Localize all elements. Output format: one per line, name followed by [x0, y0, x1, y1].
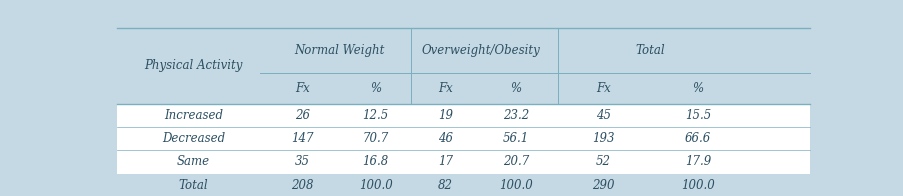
Text: 100.0: 100.0 [680, 179, 714, 192]
Text: Decreased: Decreased [162, 132, 225, 145]
Text: 26: 26 [294, 109, 310, 122]
Text: Total: Total [635, 44, 665, 57]
Text: Normal Weight: Normal Weight [293, 44, 384, 57]
Text: Fx: Fx [595, 82, 610, 95]
Text: 46: 46 [438, 132, 452, 145]
Bar [116, 103, 809, 196]
Text: 52: 52 [595, 155, 610, 169]
Text: 147: 147 [291, 132, 313, 145]
Text: 15.5: 15.5 [684, 109, 711, 122]
Text: Fx: Fx [294, 82, 309, 95]
Text: 70.7: 70.7 [362, 132, 388, 145]
Text: Fx: Fx [438, 82, 452, 95]
Text: 193: 193 [591, 132, 614, 145]
Text: %: % [692, 82, 703, 95]
Text: Overweight/Obesity: Overweight/Obesity [421, 44, 540, 57]
Text: Total: Total [179, 179, 209, 192]
Text: 16.8: 16.8 [362, 155, 388, 169]
Text: 45: 45 [595, 109, 610, 122]
Text: Increased: Increased [163, 109, 223, 122]
Text: 35: 35 [294, 155, 310, 169]
Text: 100.0: 100.0 [358, 179, 392, 192]
Text: %: % [509, 82, 521, 95]
Bar [116, 28, 809, 103]
Text: 208: 208 [291, 179, 313, 192]
Text: 17.9: 17.9 [684, 155, 711, 169]
Text: 19: 19 [438, 109, 452, 122]
Text: 100.0: 100.0 [498, 179, 532, 192]
Text: %: % [369, 82, 381, 95]
Text: 12.5: 12.5 [362, 109, 388, 122]
Text: 56.1: 56.1 [502, 132, 528, 145]
Text: 66.6: 66.6 [684, 132, 711, 145]
Text: Physical Activity: Physical Activity [144, 59, 243, 72]
Text: 290: 290 [591, 179, 614, 192]
Text: 17: 17 [438, 155, 452, 169]
Text: 20.7: 20.7 [502, 155, 528, 169]
Text: Same: Same [177, 155, 209, 169]
Text: 23.2: 23.2 [502, 109, 528, 122]
Text: 82: 82 [438, 179, 452, 192]
